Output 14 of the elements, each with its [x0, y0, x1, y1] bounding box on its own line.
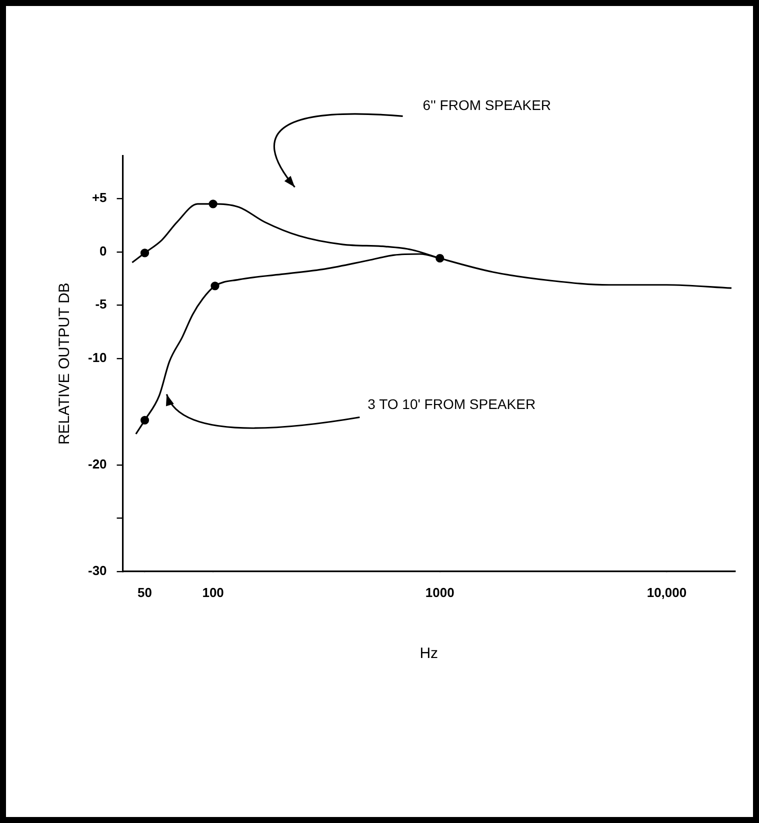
y-tick-label: 0 [100, 243, 107, 258]
x-tick-label: 50 [138, 584, 152, 600]
x-axis-title: Hz [420, 645, 438, 662]
y-tick-label: -30 [88, 562, 107, 578]
y-axis-title: RELATIVE OUTPUT DB [56, 282, 74, 445]
y-tick-label: -5 [95, 296, 107, 312]
y-tick-label: -20 [88, 456, 107, 472]
text: 6'' FROM SPEAKER [422, 97, 552, 114]
y-tick-label: -10 [88, 350, 107, 365]
x-tick-label: 100 [202, 584, 224, 600]
x-tick-label: 10,000 [646, 584, 687, 600]
x-tick-label: 1000 [425, 584, 454, 600]
y-tick-label: +5 [92, 190, 107, 206]
annotation: 3 TO 10' FROM SPEAKER [368, 396, 536, 412]
